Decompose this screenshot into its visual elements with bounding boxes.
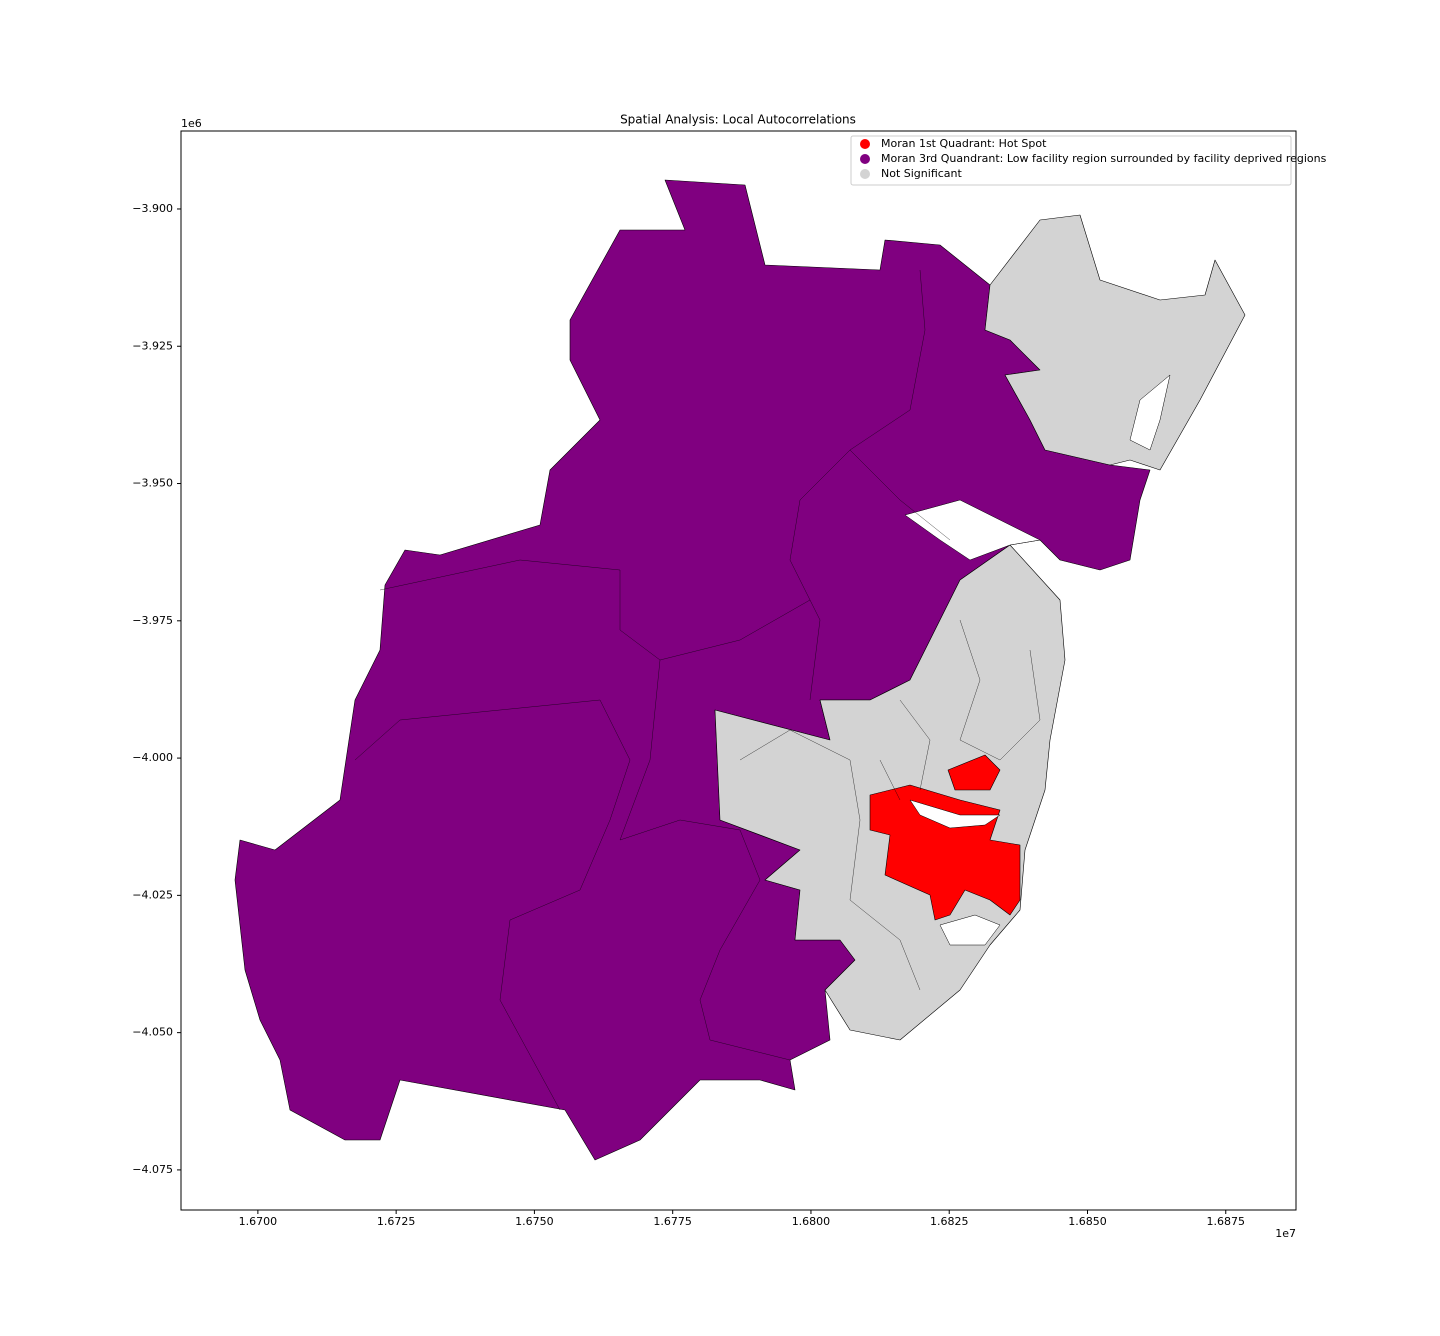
y-tick-label: −4.050 [132, 1026, 173, 1039]
y-tick-label: −4.000 [132, 751, 173, 764]
y-offset-label: 1e6 [181, 117, 202, 130]
y-tick-label: −3.975 [132, 614, 173, 627]
water [909, 799, 1001, 829]
legend: Moran 1st Quadrant: Hot Spot Moran 3rd Qu… [850, 135, 1327, 186]
boundary [619, 659, 791, 1061]
y-tick-label: −3.925 [132, 339, 173, 352]
legend-box [850, 135, 1292, 186]
boundary [959, 619, 1041, 761]
region-red [947, 754, 1001, 791]
region-grey [984, 214, 1246, 471]
y-tick-label: −4.025 [132, 888, 173, 901]
boundary [739, 729, 921, 991]
y-tick-label: −3.900 [132, 202, 173, 215]
x-tick-label: 1.6775 [653, 1215, 692, 1228]
legend-marker [860, 139, 870, 149]
boundary [879, 699, 931, 801]
chart-title: Spatial Analysis: Local Autocorrelations [620, 113, 856, 127]
x-tick-label: 1.6750 [515, 1215, 554, 1228]
x-tick-label: 1.6875 [1207, 1215, 1246, 1228]
x-tick-label: 1.6850 [1068, 1215, 1107, 1228]
axes-frame [180, 130, 1297, 1211]
boundary [789, 269, 926, 701]
legend-label: Not Significant [881, 167, 963, 180]
legend-label: Moran 3rd Quandrant: Low facility region… [881, 152, 1327, 165]
y-tick-label: −4.075 [132, 1163, 173, 1176]
x-tick-label: 1.6800 [792, 1215, 831, 1228]
boundary [379, 559, 811, 661]
legend-marker [860, 169, 870, 179]
boundary [849, 449, 951, 541]
map-regions [234, 179, 1246, 1161]
x-tick-label: 1.6825 [930, 1215, 969, 1228]
y-tick-label: −3.950 [132, 477, 173, 490]
x-tick-label: 1.6700 [239, 1215, 278, 1228]
x-tick-label: 1.6725 [377, 1215, 416, 1228]
water [1129, 374, 1171, 451]
x-offset-label: 1e7 [1275, 1227, 1296, 1240]
water [939, 914, 1001, 946]
boundary [354, 699, 631, 1111]
legend-label: Moran 1st Quadrant: Hot Spot [881, 137, 1047, 150]
water [904, 499, 1041, 561]
legend-marker [860, 154, 870, 164]
